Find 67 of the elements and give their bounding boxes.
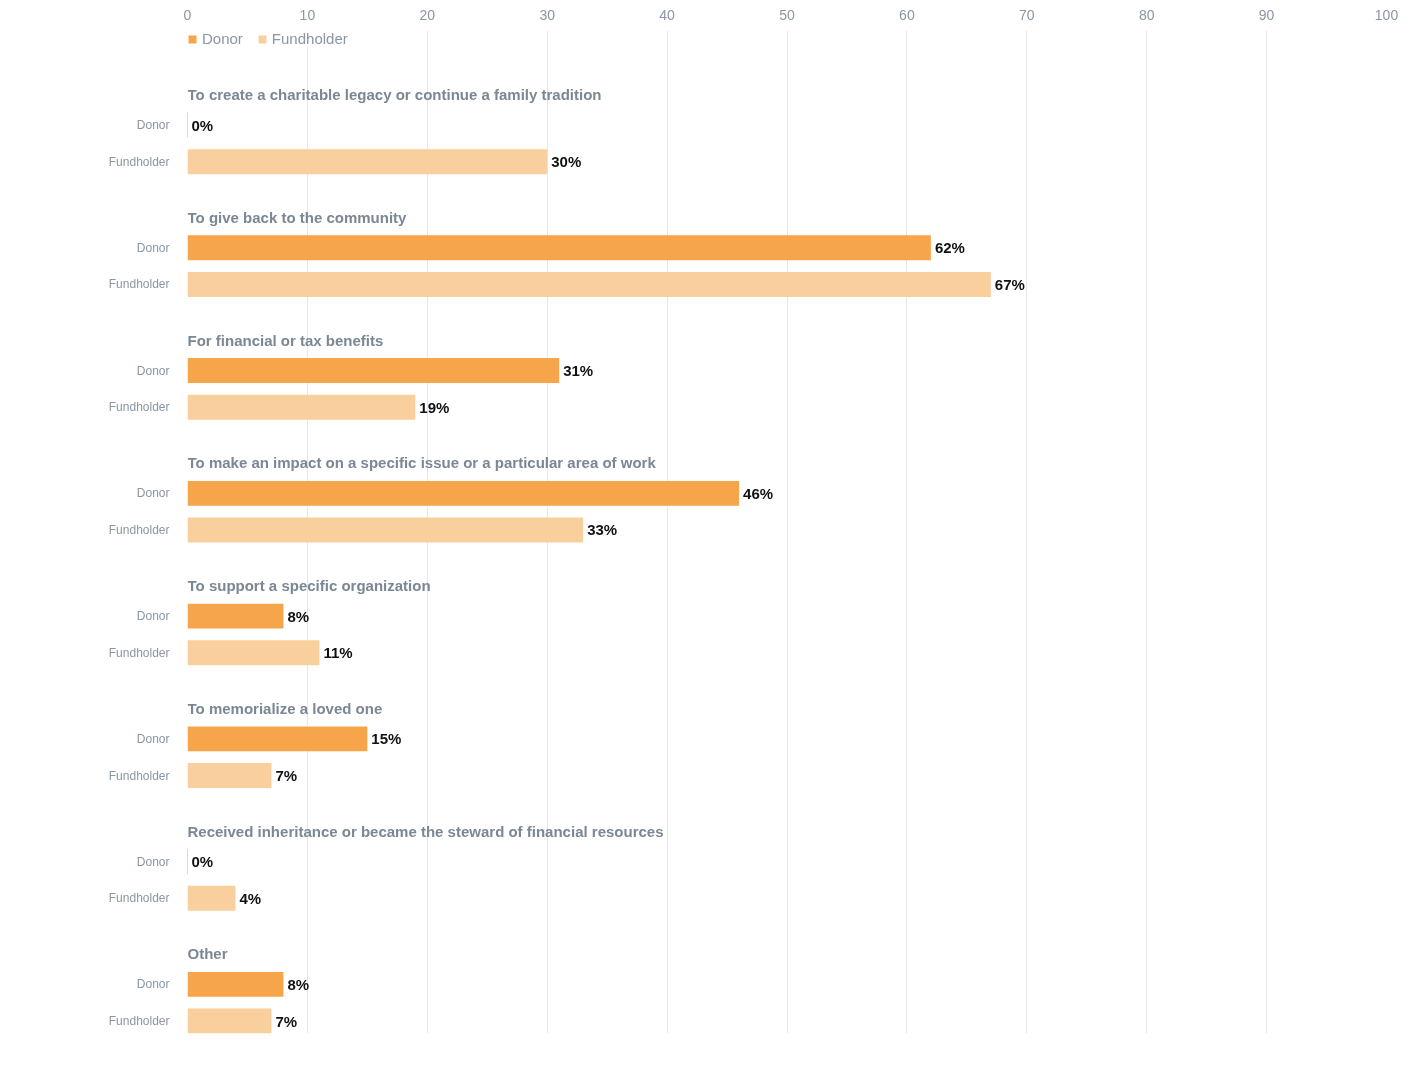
y-tick-label: Received inheritance or became the steward of financial resources bbox=[187, 822, 664, 840]
bar bbox=[187, 763, 272, 788]
bar bbox=[187, 726, 368, 752]
text: Fundholder bbox=[108, 768, 170, 783]
bar bbox=[187, 885, 236, 911]
x-tick-label: 20 bbox=[419, 6, 436, 23]
text: Donor bbox=[136, 486, 170, 501]
text: Donor bbox=[136, 609, 170, 624]
x-tick-label: 50 bbox=[779, 6, 795, 23]
text: Fundholder bbox=[108, 277, 170, 292]
data-label: 19% bbox=[419, 398, 450, 416]
bar bbox=[187, 480, 740, 506]
x-tick-label: 100 bbox=[1374, 6, 1399, 23]
data-label: 46% bbox=[743, 484, 774, 502]
y-tick-label: For financial or tax benefits bbox=[187, 331, 384, 349]
y-tick-label: To memorialize a loved one bbox=[187, 699, 383, 717]
x-tick-label: 30 bbox=[539, 6, 556, 23]
data-label: 0% bbox=[191, 853, 214, 871]
legend-label: Fundholder bbox=[271, 30, 348, 47]
text: Donor bbox=[136, 118, 170, 133]
bar bbox=[187, 971, 284, 997]
data-label: 15% bbox=[371, 730, 402, 748]
y-tick-label: To support a specific organization bbox=[187, 577, 431, 595]
text: Donor bbox=[136, 731, 170, 746]
bar bbox=[187, 235, 931, 261]
text: Fundholder bbox=[108, 645, 170, 660]
data-label: 67% bbox=[994, 275, 1025, 293]
data-label: 7% bbox=[275, 767, 298, 785]
data-label: 8% bbox=[287, 607, 310, 625]
x-tick-label: 70 bbox=[1019, 6, 1035, 23]
text: Donor bbox=[136, 977, 170, 992]
bar bbox=[187, 358, 560, 384]
text: Fundholder bbox=[108, 522, 170, 537]
bar bbox=[187, 394, 416, 420]
text: Donor bbox=[136, 854, 170, 869]
bar bbox=[187, 149, 548, 175]
bar bbox=[187, 640, 320, 666]
data-label: 4% bbox=[239, 889, 262, 907]
data-label: 8% bbox=[287, 975, 310, 993]
text: Donor bbox=[136, 363, 170, 378]
data-label: 31% bbox=[563, 362, 594, 380]
bar bbox=[187, 603, 284, 629]
data-label: 30% bbox=[551, 153, 582, 171]
x-tick-label: 60 bbox=[899, 6, 915, 23]
x-tick-label: 40 bbox=[659, 6, 676, 23]
bar bbox=[187, 272, 991, 297]
bar bbox=[187, 1008, 272, 1034]
y-tick-label: To give back to the community bbox=[187, 208, 408, 226]
x-tick-label: 10 bbox=[299, 6, 316, 23]
x-tick-label: 80 bbox=[1138, 6, 1155, 23]
text: Fundholder bbox=[108, 400, 170, 415]
x-tick-label: 90 bbox=[1258, 6, 1275, 23]
legend-label: Donor bbox=[202, 30, 243, 47]
data-label: 7% bbox=[275, 1012, 298, 1030]
bar bbox=[187, 517, 584, 543]
y-tick-label: To make an impact on a specific issue or a particular area of work bbox=[187, 454, 657, 472]
data-label: 33% bbox=[587, 521, 618, 539]
x-tick-label: 0 bbox=[183, 6, 192, 23]
text: Fundholder bbox=[108, 154, 170, 169]
data-label: 62% bbox=[934, 239, 965, 257]
text: Fundholder bbox=[108, 891, 170, 906]
data-label: 0% bbox=[191, 116, 214, 134]
text: Fundholder bbox=[108, 1014, 170, 1029]
y-tick-label: Other bbox=[187, 945, 228, 963]
y-tick-label: To create a charitable legacy or continue a family tradition bbox=[187, 86, 602, 104]
data-label: 11% bbox=[323, 644, 353, 662]
text: Donor bbox=[136, 240, 170, 255]
